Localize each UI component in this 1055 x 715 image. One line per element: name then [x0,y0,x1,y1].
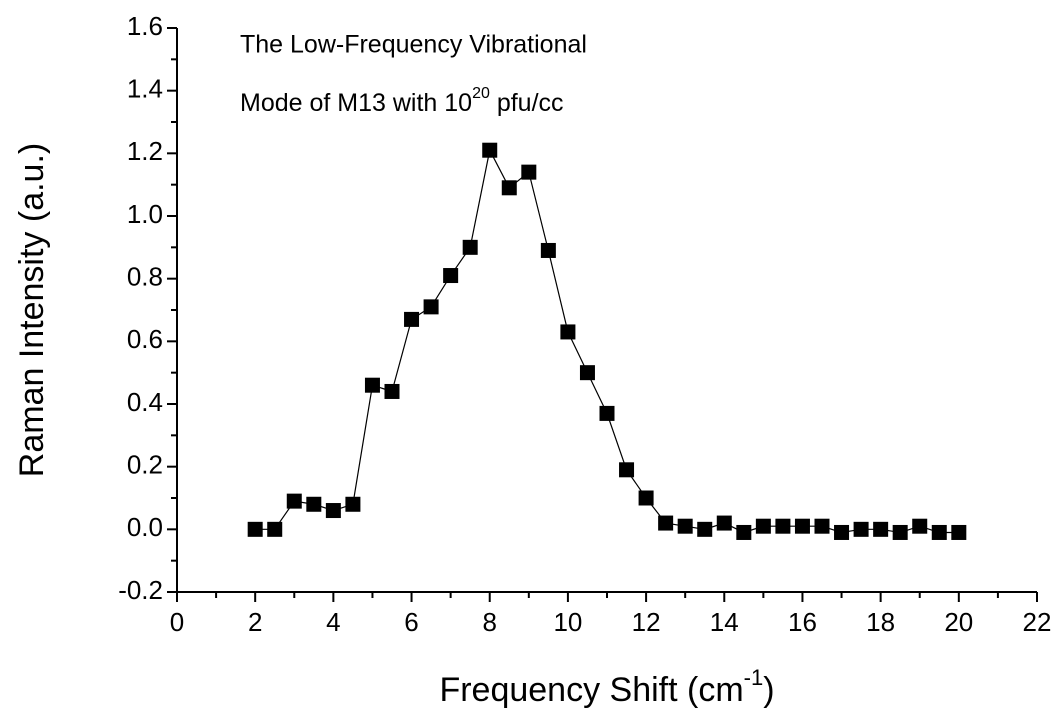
point-marker [873,521,889,537]
point-marker [951,524,967,540]
point-marker [364,377,380,393]
point-marker [247,521,263,537]
point-marker [892,524,908,540]
point-marker [697,521,713,537]
point-marker [482,142,498,158]
x-tick-label: 22 [1023,607,1052,637]
point-marker [834,524,850,540]
point-marker [579,365,595,381]
y-tick-label: 0.4 [127,387,163,417]
point-marker [540,242,556,258]
y-tick-label: 1.6 [127,11,163,41]
annotation-sup: 20 [472,85,490,102]
point-marker [755,518,771,534]
point-marker [912,518,928,534]
point-marker [853,521,869,537]
point-marker [462,239,478,255]
annotation-line1: The Low-Frequency Vibrational [240,31,587,59]
point-marker [501,180,517,196]
point-marker [599,405,615,421]
point-marker [638,490,654,506]
y-tick-label: 0.0 [127,512,163,542]
x-tick-label: 4 [326,607,340,637]
x-tick-label: 18 [866,607,895,637]
x-tick-label: 10 [553,607,582,637]
point-marker [736,524,752,540]
y-tick-label: 0.2 [127,450,163,480]
point-marker [267,521,283,537]
point-marker [423,299,439,315]
x-tick-label: 6 [404,607,418,637]
x-axis-label: Frequency Shift (cm-1) [439,665,774,709]
y-tick-label: -0.2 [118,575,163,605]
point-marker [619,462,635,478]
x-tick-label: 8 [482,607,496,637]
x-tick-label: 14 [710,607,739,637]
point-marker [345,496,361,512]
series-line [255,148,959,534]
point-marker [814,518,830,534]
point-marker [306,496,322,512]
point-marker [404,311,420,327]
x-tick-label: 12 [632,607,661,637]
point-marker [560,324,576,340]
x-label-after: ) [763,671,774,709]
point-marker [286,493,302,509]
y-tick-label: 0.8 [127,262,163,292]
x-tick-label: 20 [944,607,973,637]
y-tick-label: 1.0 [127,199,163,229]
point-marker [658,515,674,531]
y-tick-label: 0.6 [127,324,163,354]
point-marker [384,383,400,399]
point-marker [325,503,341,519]
x-label-text: Frequency Shift (cm [439,671,743,709]
point-marker [931,524,947,540]
point-marker [716,515,732,531]
x-tick-label: 0 [170,607,184,637]
annotation-text: Mode of M13 with 10 [240,89,472,117]
y-axis-label: Raman Intensity (a.u.) [13,143,51,477]
point-marker [521,164,537,180]
point-marker [443,268,459,284]
point-marker [677,518,693,534]
point-marker [775,518,791,534]
point-marker [794,518,810,534]
x-tick-label: 2 [248,607,262,637]
annotation-after: pfu/cc [490,89,564,117]
y-tick-label: 1.2 [127,136,163,166]
x-tick-label: 16 [788,607,817,637]
x-label-sup: -1 [744,665,764,690]
annotation-line2: Mode of M13 with 1020 pfu/cc [240,85,564,116]
y-tick-label: 1.4 [127,74,163,104]
